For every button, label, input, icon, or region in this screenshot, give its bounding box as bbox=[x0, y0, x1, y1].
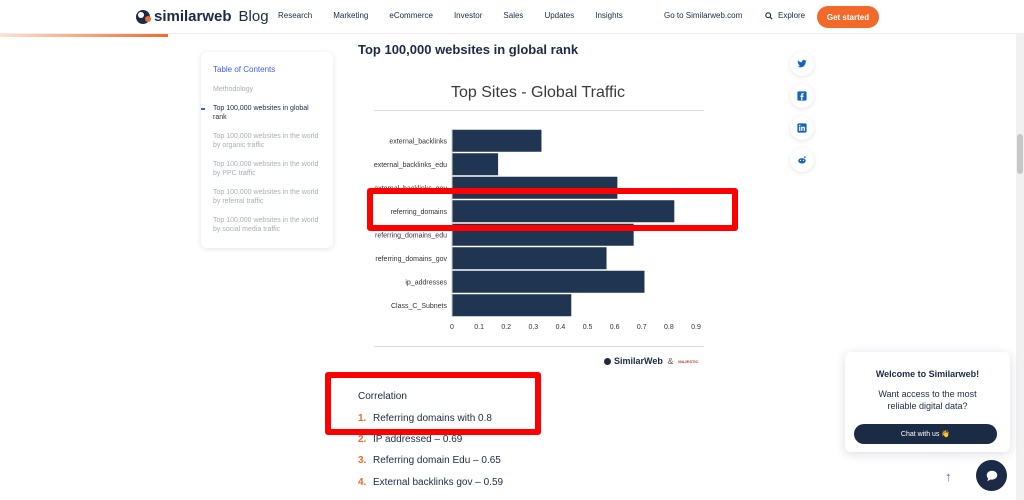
toc-item-global-rank[interactable]: Top 100,000 websites in global rank bbox=[201, 104, 321, 123]
y-tick-label: external_backlinks_edu bbox=[374, 162, 447, 169]
chart-bar bbox=[452, 270, 645, 293]
list-item: 1. Referring domains with 0.8 bbox=[358, 413, 503, 434]
toc-item-social-traffic[interactable]: Top 100,000 websites in the world by soc… bbox=[213, 216, 319, 234]
search-icon bbox=[765, 11, 773, 20]
x-tick-label: 0.9 bbox=[691, 324, 701, 331]
scroll-to-top-icon[interactable]: ↑ bbox=[945, 469, 952, 484]
brand-name: SimilarWeb bbox=[614, 356, 663, 366]
brand-ampersand: & bbox=[667, 356, 674, 366]
y-tick-label: external_backlinks bbox=[389, 138, 447, 145]
nav-item-insights[interactable]: Insights bbox=[595, 11, 623, 20]
explore-button[interactable]: Explore bbox=[765, 11, 805, 20]
facebook-icon bbox=[797, 91, 807, 101]
scrollbar-thumb[interactable] bbox=[1017, 134, 1023, 174]
page-scrollbar[interactable] bbox=[1016, 34, 1024, 500]
chart-bar bbox=[452, 200, 675, 223]
chat-welcome-popup: Welcome to Similarweb! Want access to th… bbox=[845, 352, 1010, 452]
x-tick-label: 0.7 bbox=[637, 324, 647, 331]
majestic-logo: MAJESTIC bbox=[678, 358, 699, 364]
y-tick-label: Class_C_Subnets bbox=[391, 303, 448, 310]
nav-item-marketing[interactable]: Marketing bbox=[333, 11, 369, 20]
highlight-box-correlation bbox=[325, 372, 541, 435]
y-tick-label: referring_domains_gov bbox=[375, 256, 447, 263]
x-tick-label: 0.6 bbox=[610, 324, 620, 331]
page-title: Top 100,000 websites in global rank bbox=[358, 42, 579, 57]
traffic-chart: Top Sites - Global Traffic external_back… bbox=[358, 72, 718, 372]
toc-item-referral-traffic[interactable]: Top 100,000 websites in the world by ref… bbox=[213, 188, 319, 206]
y-tick-label: ip_addresses bbox=[405, 279, 447, 286]
reddit-icon bbox=[798, 156, 806, 164]
list-number: 1. bbox=[358, 413, 367, 424]
x-tick-label: 0.8 bbox=[664, 324, 674, 331]
logo-blog-text: Blog bbox=[238, 8, 269, 25]
chart-bar bbox=[452, 129, 542, 152]
chat-launcher-button[interactable] bbox=[976, 460, 1007, 491]
list-item: 2. IP addressed – 0.69 bbox=[358, 434, 503, 455]
twitter-icon bbox=[797, 59, 807, 68]
chat-with-us-button[interactable]: Chat with us 👋 bbox=[854, 424, 997, 444]
chat-welcome-text: Want access to the most reliable digital… bbox=[878, 389, 977, 411]
explore-label: Explore bbox=[778, 11, 806, 20]
highlight-box-referring-domains bbox=[367, 188, 738, 231]
y-tick-label: referring_domains bbox=[391, 209, 448, 216]
list-text: Referring domains with 0.8 bbox=[373, 413, 492, 424]
list-text: IP addressed – 0.69 bbox=[373, 434, 463, 446]
main-nav: Research Marketing eCommerce Investor Sa… bbox=[278, 11, 644, 20]
nav-item-ecommerce[interactable]: eCommerce bbox=[389, 11, 433, 20]
list-number: 2. bbox=[358, 434, 367, 446]
linkedin-icon bbox=[797, 123, 807, 133]
share-facebook[interactable] bbox=[790, 84, 814, 108]
nav-item-investor[interactable]: Investor bbox=[453, 11, 483, 20]
logo-brand-text: similarweb bbox=[154, 8, 232, 25]
reading-progress-bar bbox=[0, 34, 168, 37]
chat-welcome-title: Welcome to Similarweb! bbox=[875, 369, 980, 379]
chart-source-brand: SimilarWeb & MAJESTIC bbox=[604, 356, 698, 366]
share-reddit[interactable] bbox=[790, 148, 814, 172]
toc-item-ppc-traffic[interactable]: Top 100,000 websites in the world by PPC… bbox=[213, 160, 319, 178]
chart-bar bbox=[452, 153, 499, 176]
x-tick-label: 0.1 bbox=[474, 324, 484, 331]
get-started-button[interactable]: Get started bbox=[817, 6, 879, 28]
chart-top-divider bbox=[374, 110, 704, 111]
x-tick-label: 0.5 bbox=[583, 324, 593, 331]
bar-chart: external_backlinks external_backlinks_edu… bbox=[374, 129, 701, 331]
table-of-contents: Table of Contents Methodology Top 100,00… bbox=[201, 52, 333, 248]
list-number: 3. bbox=[358, 455, 367, 467]
chart-bottom-divider bbox=[374, 346, 704, 347]
y-tick-label: referring_domains_edu bbox=[375, 232, 447, 239]
x-tick-label: 0.4 bbox=[556, 324, 566, 331]
similarweb-logo-icon bbox=[136, 9, 151, 24]
toc-item-organic-traffic[interactable]: Top 100,000 websites in the world by org… bbox=[213, 132, 319, 150]
chart-bar bbox=[452, 294, 572, 317]
x-tick-label: 0.2 bbox=[501, 324, 511, 331]
chart-title: Top Sites - Global Traffic bbox=[451, 84, 625, 101]
share-linkedin[interactable] bbox=[790, 116, 814, 140]
list-item: 3. Referring domain Edu – 0.65 bbox=[358, 455, 503, 476]
list-text: External backlinks gov – 0.59 bbox=[373, 476, 504, 488]
toc-title: Table of Contents bbox=[213, 65, 276, 74]
share-twitter[interactable] bbox=[790, 52, 814, 76]
correlation-title: Correlation bbox=[358, 391, 407, 402]
x-tick-label: 0 bbox=[450, 324, 454, 331]
goto-similarweb-link[interactable]: Go to Similarweb.com bbox=[664, 11, 743, 20]
list-number: 4. bbox=[358, 476, 367, 488]
list-item: 4. External backlinks gov – 0.59 bbox=[358, 477, 503, 498]
nav-item-sales[interactable]: Sales bbox=[503, 11, 524, 20]
top-navigation-bar: similarweb Blog Research Marketing eComm… bbox=[0, 0, 1024, 34]
nav-item-updates[interactable]: Updates bbox=[544, 11, 575, 20]
chart-bar bbox=[452, 247, 607, 270]
similarweb-small-logo-icon bbox=[604, 357, 611, 365]
x-tick-label: 0.3 bbox=[528, 324, 538, 331]
toc-item-methodology[interactable]: Methodology bbox=[213, 86, 254, 93]
correlation-list: 1. Referring domains with 0.8 2. IP addr… bbox=[358, 413, 503, 498]
similarweb-logo[interactable]: similarweb Blog bbox=[136, 8, 269, 25]
chat-bubble-icon bbox=[986, 470, 997, 481]
list-text: Referring domain Edu – 0.65 bbox=[373, 455, 501, 467]
nav-item-research[interactable]: Research bbox=[278, 11, 313, 20]
